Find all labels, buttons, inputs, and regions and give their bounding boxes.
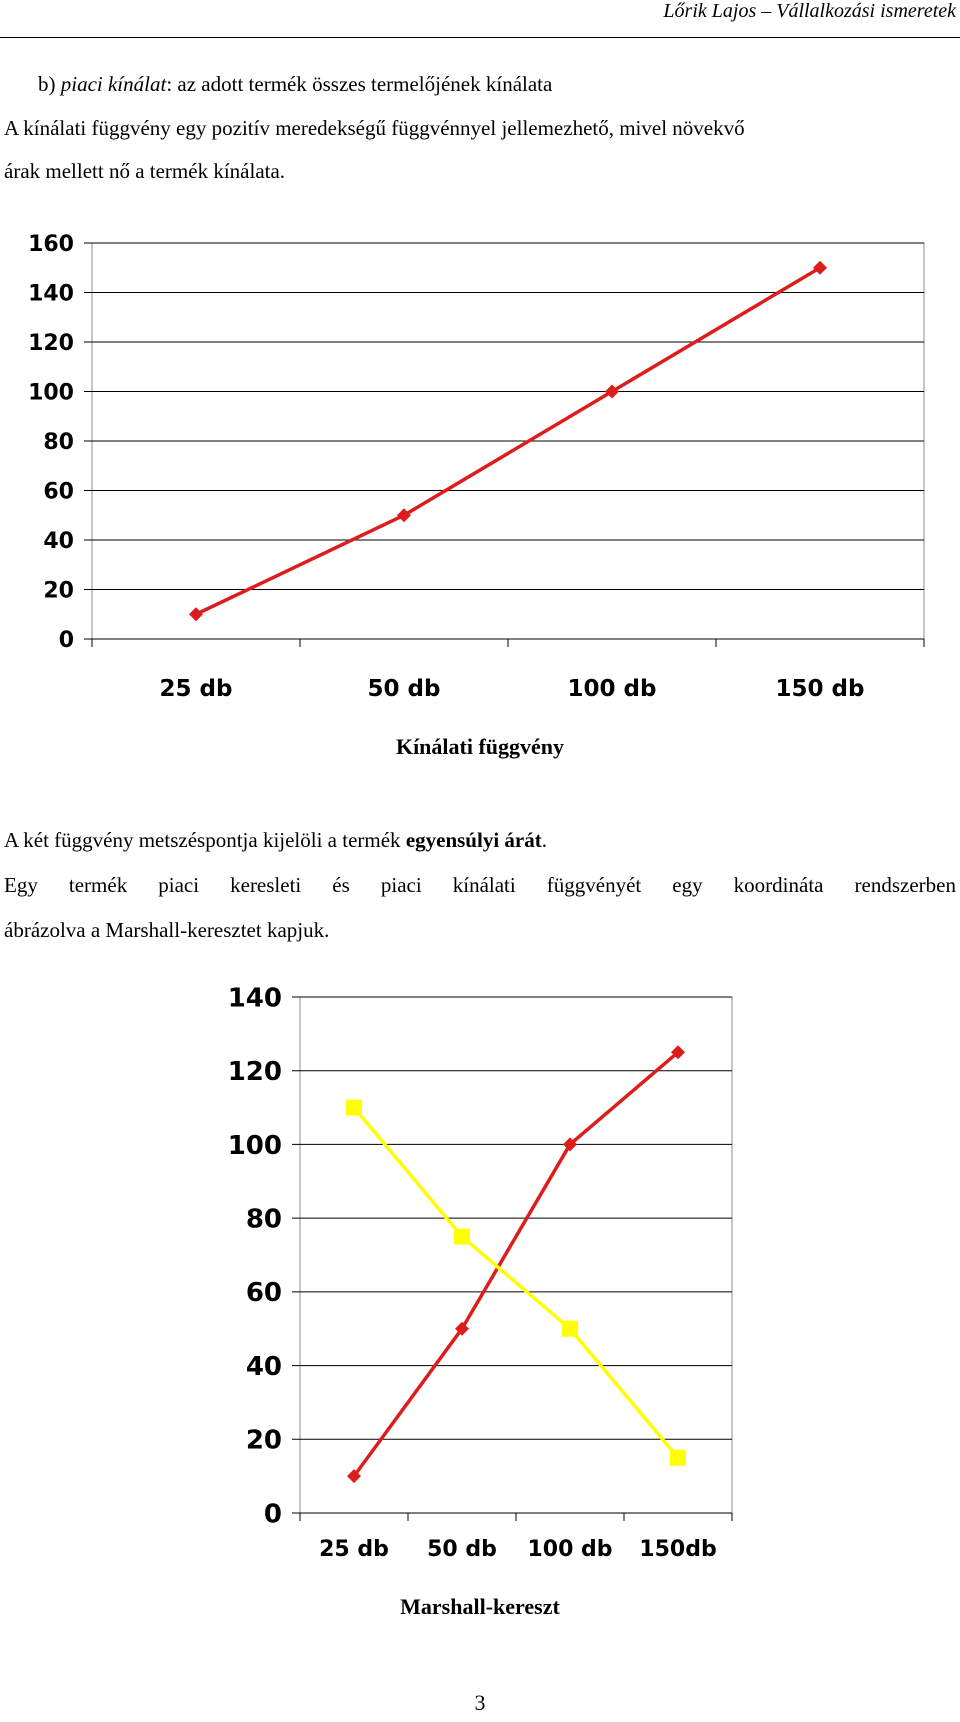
y-tick-label: 20 bbox=[43, 578, 74, 603]
plot-area bbox=[299, 996, 733, 1514]
page-header: Lőrik Lajos – Vállalkozási ismeretek bbox=[0, 0, 960, 38]
x-category-label: 100 db bbox=[527, 1537, 612, 1562]
y-tick-label: 20 bbox=[246, 1426, 282, 1456]
data-point-marker bbox=[189, 607, 203, 622]
y-tick-label: 160 bbox=[28, 232, 74, 257]
data-point-marker bbox=[605, 384, 619, 399]
y-tick-label: 0 bbox=[264, 1499, 282, 1529]
data-point-marker bbox=[813, 260, 827, 275]
equilibrium-period: . bbox=[541, 828, 547, 852]
y-tick-label: 80 bbox=[43, 430, 74, 455]
item-b-prefix: b) bbox=[38, 72, 61, 96]
x-category-label: 150 db bbox=[776, 676, 865, 702]
y-tick-label: 60 bbox=[43, 479, 74, 504]
y-tick-label: 40 bbox=[246, 1352, 282, 1382]
data-point-marker bbox=[455, 1321, 469, 1336]
equilibrium-term: egyensúlyi árát bbox=[405, 828, 542, 852]
series-line bbox=[352, 1106, 680, 1459]
y-tick-label: 80 bbox=[246, 1205, 282, 1235]
data-point-marker bbox=[397, 508, 411, 523]
x-category-label: 150db bbox=[639, 1537, 716, 1562]
marshall-chart-caption: Marshall-kereszt bbox=[400, 1594, 560, 1619]
running-title: Lőrik Lajos – Vállalkozási ismeretek bbox=[663, 0, 956, 22]
x-category-label: 100 db bbox=[568, 676, 657, 702]
supply-chart-caption: Kínálati függvény bbox=[395, 734, 565, 759]
x-category-label: 25 db bbox=[319, 1537, 389, 1562]
y-tick-label: 120 bbox=[228, 1057, 282, 1087]
marshall-paragraph-line1: Egy termék piaci keresleti és piaci kíná… bbox=[4, 873, 956, 897]
data-point-marker bbox=[670, 1449, 686, 1466]
data-point-marker bbox=[562, 1320, 578, 1337]
x-category-label: 25 db bbox=[160, 676, 233, 702]
x-category-label: 50 db bbox=[427, 1537, 497, 1562]
item-b-rest: : az adott termék összes termelőjének kí… bbox=[166, 72, 553, 96]
y-tick-label: 120 bbox=[28, 331, 74, 356]
y-tick-label: 100 bbox=[228, 1131, 282, 1161]
data-point-marker bbox=[563, 1137, 577, 1152]
y-tick-label: 140 bbox=[28, 281, 74, 306]
equilibrium-text: A két függvény metszéspontja kijelöli a … bbox=[4, 828, 406, 852]
data-point-marker bbox=[346, 1099, 362, 1116]
y-tick-label: 140 bbox=[228, 983, 282, 1013]
y-tick-label: 40 bbox=[43, 529, 74, 554]
supply-paragraph-line1: A kínálati függvény egy pozitív meredeks… bbox=[4, 116, 745, 140]
data-point-marker bbox=[454, 1228, 470, 1245]
data-point-marker bbox=[671, 1045, 685, 1060]
series-line bbox=[195, 266, 821, 616]
marshall-chart: 0 20 40 60 80 100 120 140 25 db 50 db 100 db 150db bbox=[228, 983, 733, 1562]
series-line bbox=[352, 1050, 680, 1478]
x-category-label: 50 db bbox=[368, 676, 441, 702]
page-number: 3 bbox=[474, 1690, 486, 1715]
supply-paragraph-line2: árak mellett nő a termék kínálata. bbox=[4, 159, 286, 183]
supply-chart: 0 20 40 60 80 100 120 140 160 25 db 50 db 100 db 150… bbox=[28, 232, 925, 702]
equilibrium-paragraph: A két függvény metszéspontja kijelöli a … bbox=[4, 828, 547, 853]
y-tick-label: 0 bbox=[59, 628, 74, 653]
item-b-paragraph: b) piaci kínálat: az adott termék összes… bbox=[38, 72, 552, 97]
item-b-term: piaci kínálat bbox=[60, 72, 167, 96]
marshall-paragraph-line2: ábrázolva a Marshall-keresztet kapjuk. bbox=[4, 918, 330, 942]
data-point-marker bbox=[347, 1469, 361, 1484]
y-tick-label: 100 bbox=[28, 380, 74, 405]
y-tick-label: 60 bbox=[246, 1278, 282, 1308]
